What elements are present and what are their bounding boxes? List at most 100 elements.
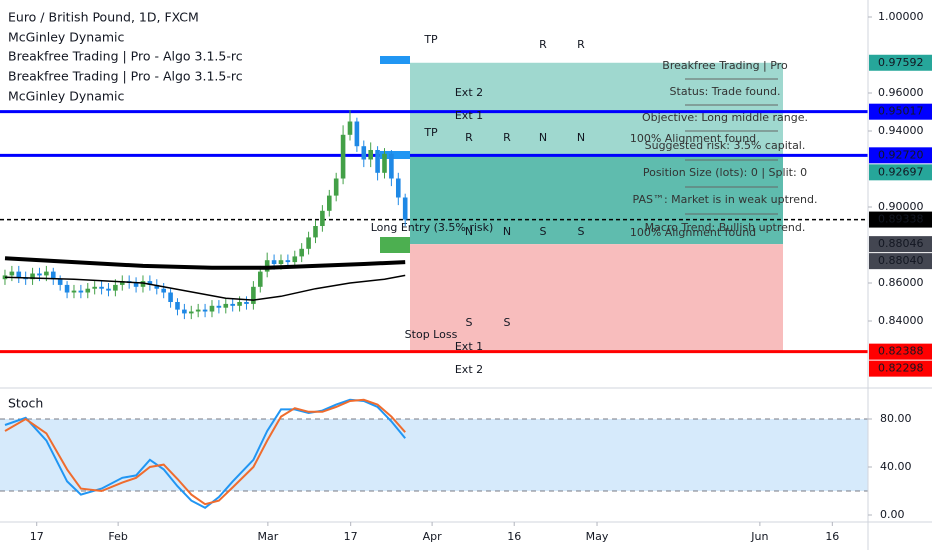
info-text: Status: Trade found. [670,85,781,98]
candle-body [57,279,63,285]
x-tick-label: 16 [825,530,839,543]
y-tick-label: 1.00000 [878,10,924,23]
price-label-bg [869,343,932,360]
candle-body [292,256,298,263]
chart-annotation: Ext 2 [455,86,483,99]
price-label: 0.92697 [878,165,924,178]
stoch-title: Stoch [8,396,43,411]
entry-marker [380,237,410,253]
candle-body [257,271,263,287]
candle-body [113,284,118,291]
candle-body [195,309,201,312]
candle-body [340,134,346,179]
price-label: 0.88040 [878,254,924,267]
info-text: Macro Trend: Bullish uptrend. [645,221,806,234]
price-label-bg [869,211,932,228]
y-tick-label: 0.90000 [878,200,924,213]
mcginley-line [4,274,406,301]
candle-body [9,271,15,276]
candle-body [44,271,49,276]
price-label-bg [869,253,932,270]
price-label: 0.88046 [878,237,924,250]
candle-body [251,286,256,304]
x-tick-label: 17 [30,530,44,543]
stoch-line [4,398,406,509]
candle-body [320,210,325,227]
y-tick-label: 40.00 [880,460,912,473]
candle-body [140,281,146,287]
candle-body [37,273,42,276]
chart-annotation: R [539,38,547,51]
price-label: 0.92720 [878,148,924,161]
price-label-bg [869,164,932,181]
candle-body [216,305,222,308]
candle-body [119,281,125,285]
tp-marker [380,151,410,159]
chart-annotation: N [577,131,585,144]
legend-item: Breakfree Trading | Pro - Algo 3.1.5-rc [8,49,243,64]
legend-item: McGinley Dynamic [8,89,125,104]
price-label-bg [869,360,932,377]
candle-body [375,150,380,173]
chart-annotation: TP [423,126,438,139]
info-text: Position Size (lots): 0 | Split: 0 [643,166,807,179]
candle-body [71,290,77,293]
candle-body [188,311,194,314]
candle-body [64,284,70,293]
candle-body [361,146,367,160]
trade-zone [410,155,783,245]
candle-body [99,286,104,289]
candle-body [202,309,208,312]
y-tick-label: 0.86000 [878,276,924,289]
chart-annotation: Stop Loss [405,328,458,341]
candle-body [106,288,111,291]
candle-body [154,284,160,289]
info-text: 100% Alignment found [630,132,756,145]
x-tick-label: 16 [507,530,521,543]
candle-body [382,153,387,173]
info-text: Objective: Long middle range. [642,111,808,124]
mcginley-line [4,256,406,270]
candle-body [368,150,373,160]
chart-annotation: Ext 1 [455,109,483,122]
candle-body [133,283,139,287]
candle-body [326,195,332,211]
x-tick-label: May [586,530,609,543]
chart-annotation: Ext 2 [455,363,483,376]
candle-body [395,178,401,198]
candle-body [16,271,22,278]
chart-annotation: N [503,225,511,238]
price-label: 0.89338 [878,213,924,226]
plot-area: Breakfree Trading | Pro Status: Trade fou… [0,33,868,509]
price-label-bg [869,54,932,71]
candle-body [209,305,215,312]
chart-annotation: Ext 1 [455,340,483,353]
price-label-bg [869,236,932,253]
y-tick-label: 0.94000 [878,124,924,137]
candle-body [2,275,8,280]
chart-annotation: R [465,131,473,144]
candle-body [285,260,291,263]
candle-body [92,286,97,289]
info-text: Suggested risk: 3.5% capital. [645,139,806,152]
candle-body [271,260,277,265]
candle-body [147,281,153,285]
trade-zone [410,244,783,352]
chart-title: Euro / British Pound, 1D, FXCM [8,10,199,25]
x-tick-label: Apr [423,530,443,543]
candle-body [389,153,394,179]
info-text: PAS™: Market is in weak uptrend. [633,193,818,206]
info-text: 100% Alignment found [630,226,756,239]
price-label-bg [869,103,932,120]
candle-body [230,303,235,306]
trade-zone [410,62,783,156]
price-label: 0.97592 [878,56,924,69]
y-tick-label: 80.00 [880,412,912,425]
candle-body [313,226,318,238]
candle-body [50,271,56,280]
candle-body [161,288,166,293]
candle-body [347,121,353,135]
legend-item: Breakfree Trading | Pro - Algo 3.1.5-rc [8,69,243,84]
candle-body [299,248,304,257]
